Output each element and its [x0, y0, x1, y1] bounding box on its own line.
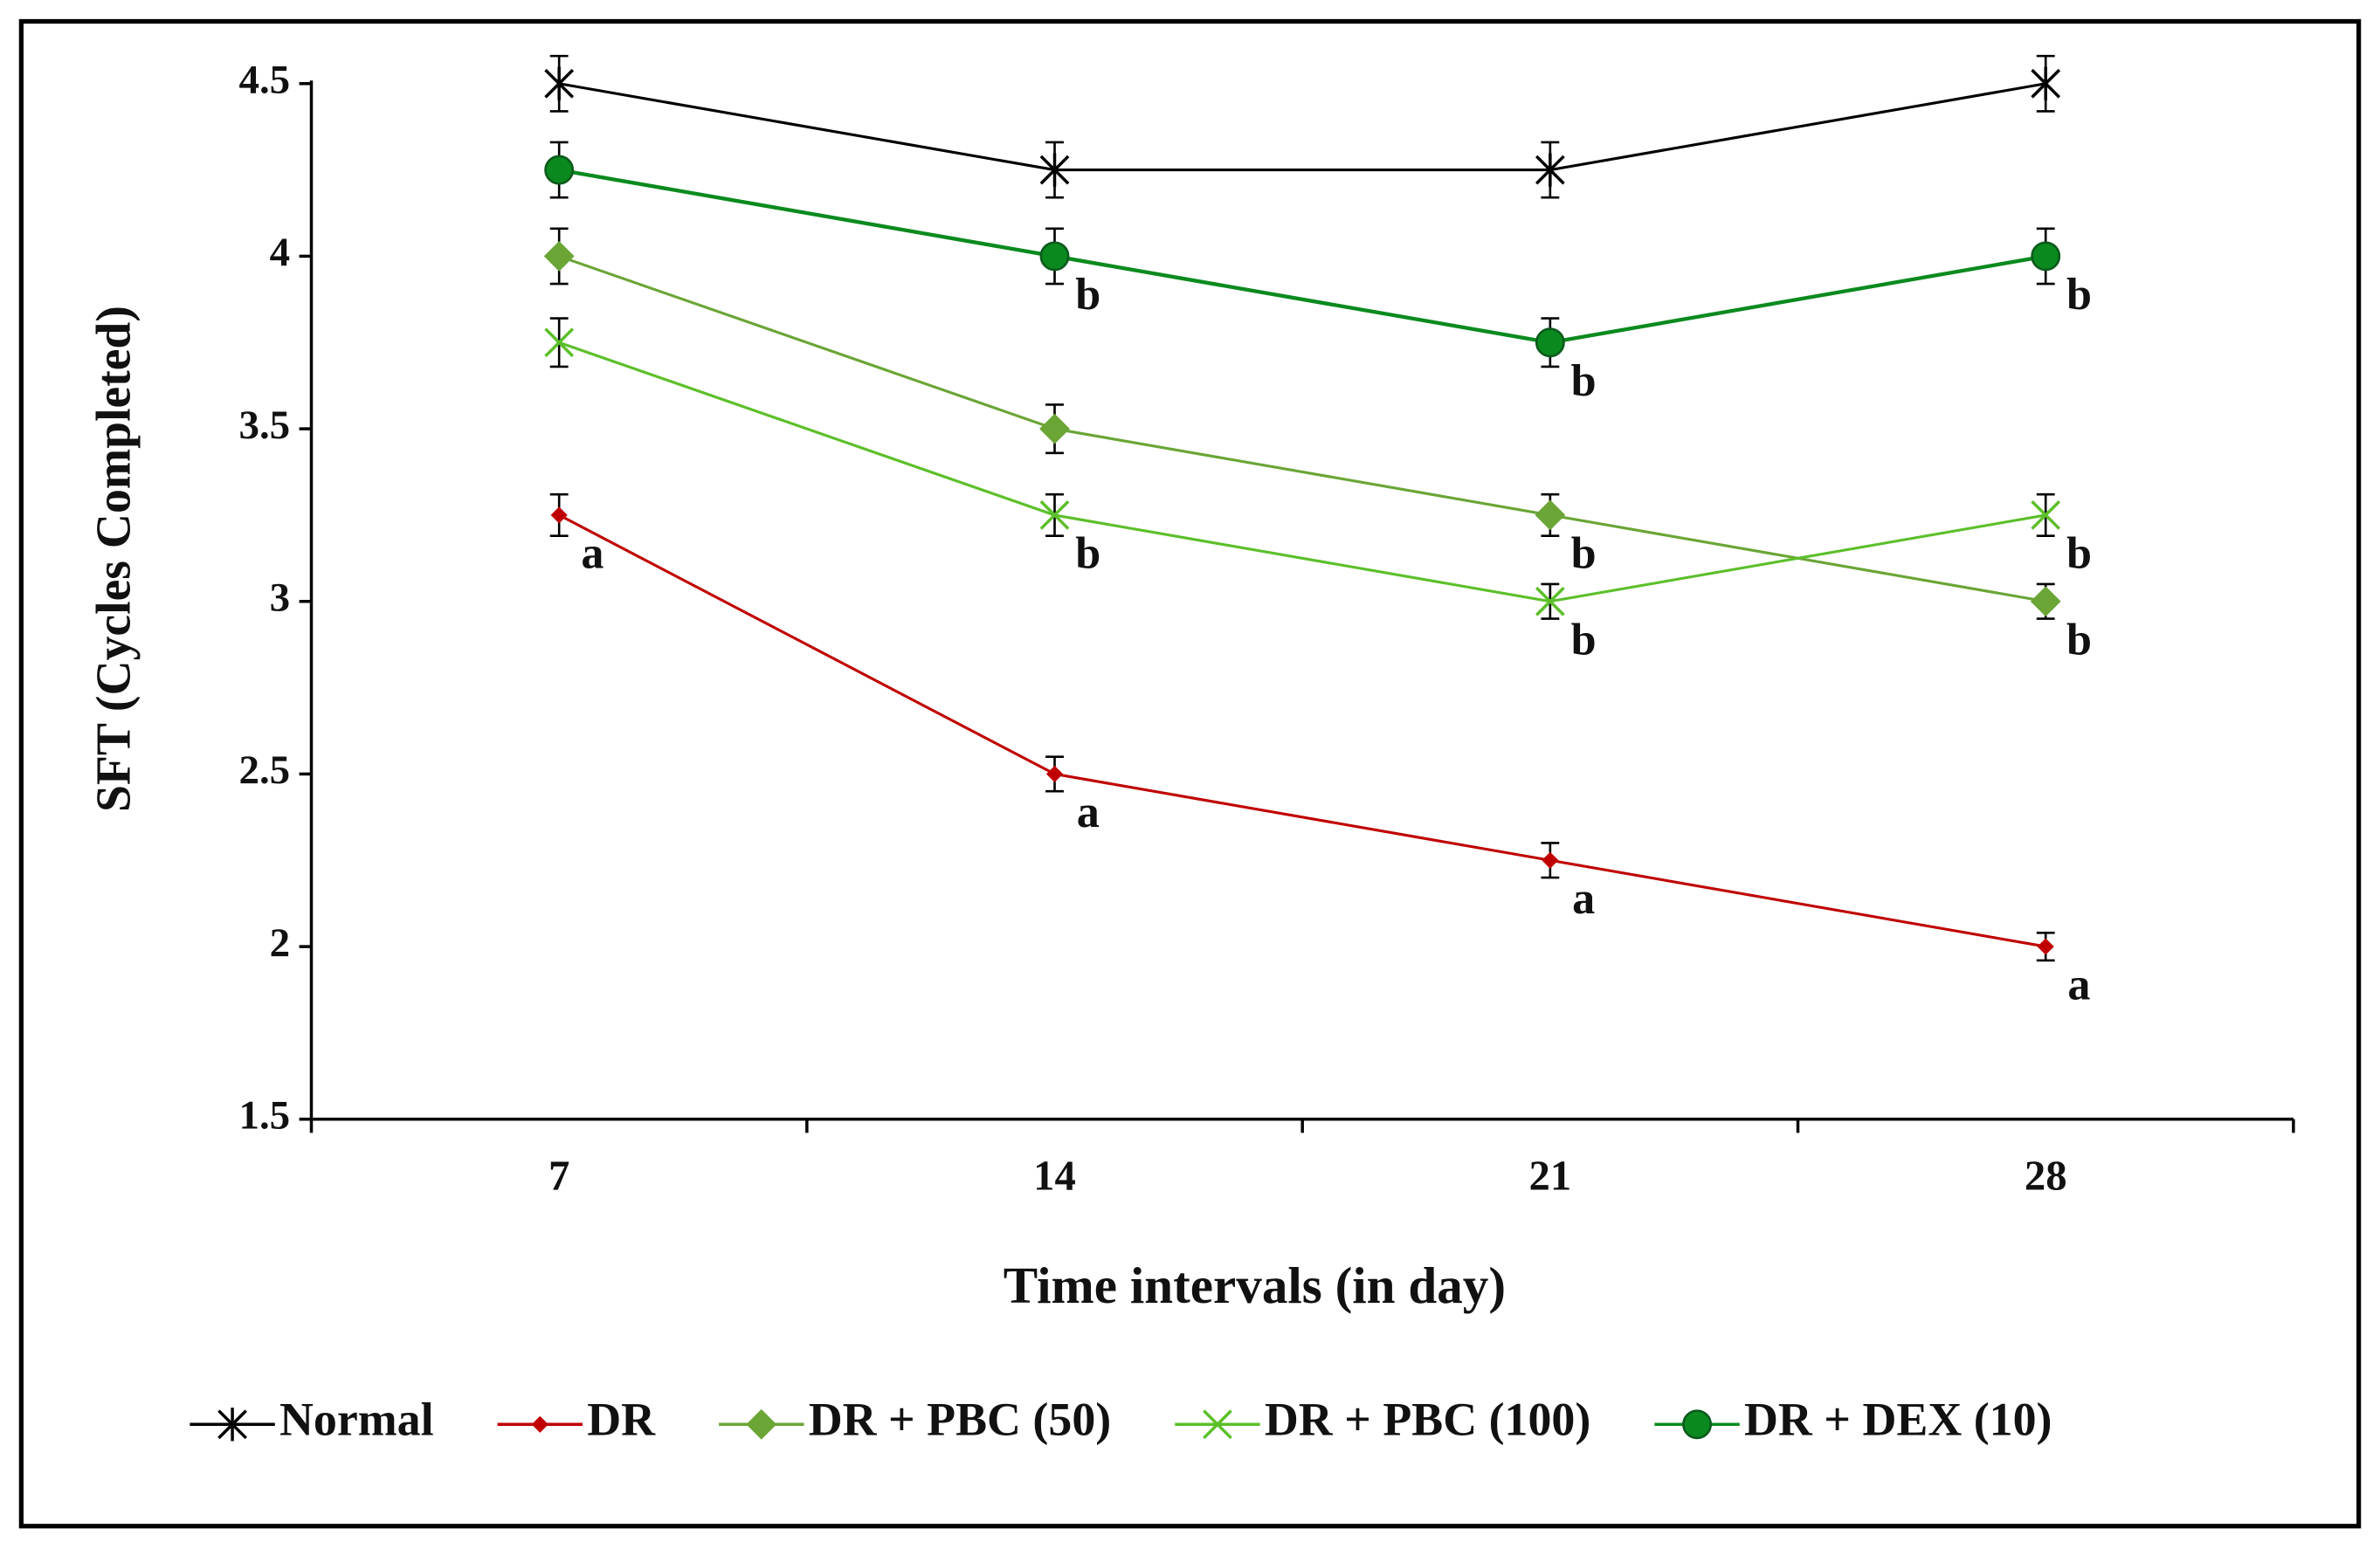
- significance-label: a: [1572, 874, 1595, 924]
- series-line: [558, 341, 2046, 603]
- marker: [544, 155, 575, 185]
- legend-marker: [531, 1415, 548, 1433]
- marker: [1535, 327, 1565, 358]
- x-axis-title: Time intervals (in day): [1004, 1256, 1506, 1314]
- y-tick-label: 1.5: [238, 1093, 290, 1139]
- legend-label: Normal: [279, 1394, 434, 1446]
- marker: [544, 66, 575, 100]
- series-line: [558, 513, 2046, 948]
- marker: [1535, 153, 1565, 187]
- marker: [1542, 851, 1559, 869]
- legend-marker: [217, 1408, 247, 1442]
- y-axis-title: SFT (Cycles Completed): [86, 306, 141, 812]
- legend-marker: [1682, 1409, 1713, 1440]
- y-tick-label: 2: [270, 920, 290, 966]
- legend-label: DR + PBC (100): [1265, 1394, 1590, 1446]
- marker: [2031, 66, 2061, 100]
- significance-label: b: [1075, 270, 1100, 320]
- marker: [1535, 586, 1565, 616]
- significance-label: b: [1571, 529, 1597, 579]
- significance-label: a: [2067, 960, 2090, 1010]
- series-line: [558, 82, 2046, 172]
- marker: [1039, 413, 1070, 444]
- significance-label: a: [581, 529, 604, 579]
- marker: [1039, 153, 1070, 187]
- marker: [2031, 500, 2061, 530]
- frame: [18, 18, 2362, 1529]
- marker: [2037, 938, 2054, 955]
- marker: [1039, 500, 1070, 530]
- legend-label: DR: [587, 1394, 656, 1446]
- x-tick-label: 28: [2025, 1152, 2067, 1199]
- marker: [2031, 241, 2061, 272]
- significance-label: b: [1571, 615, 1597, 664]
- significance-label: a: [1077, 788, 1100, 837]
- legend-label: DR + PBC (50): [809, 1394, 1112, 1446]
- y-tick-label: 4.5: [238, 58, 290, 103]
- significance-label: b: [1571, 356, 1597, 406]
- marker: [2030, 586, 2061, 617]
- series-line: [558, 168, 2046, 345]
- significance-label: b: [2066, 529, 2092, 579]
- y-tick-label: 4: [270, 230, 290, 275]
- y-tick-label: 2.5: [238, 747, 290, 793]
- x-tick-label: 14: [1033, 1152, 1076, 1199]
- marker: [544, 327, 575, 358]
- y-tick-label: 3: [270, 575, 290, 621]
- significance-label: b: [1075, 529, 1100, 579]
- legend-marker: [1203, 1409, 1232, 1440]
- significance-label: b: [2066, 270, 2092, 320]
- y-tick-label: 3.5: [238, 403, 290, 448]
- x-tick-label: 21: [1529, 1152, 1572, 1199]
- marker: [550, 506, 568, 524]
- significance-label: b: [2066, 615, 2092, 664]
- marker: [1039, 241, 1070, 272]
- marker: [543, 241, 575, 272]
- x-tick-label: 7: [548, 1152, 569, 1199]
- legend-label: DR + DEX (10): [1744, 1394, 2052, 1446]
